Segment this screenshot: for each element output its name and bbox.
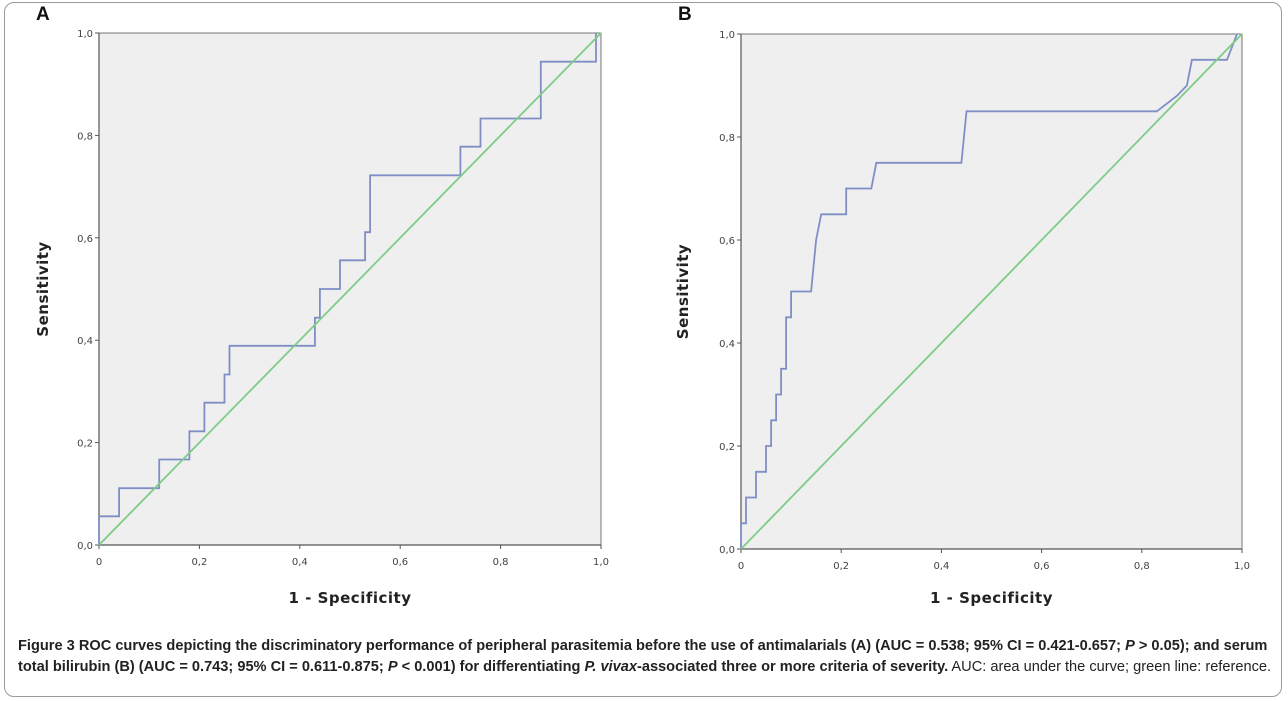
x-tick-label-a: 0,2 bbox=[191, 557, 207, 568]
y-axis-label-b: Sensitivity bbox=[674, 244, 692, 339]
x-tick-label-a: 1,0 bbox=[593, 557, 609, 568]
roc-chart-a: A 0 0,2 0,4 0,6 0,8 1,0 0,0 0,2 0,4 0,6 0,8 1,0 1 - S… bbox=[34, 4, 609, 607]
roc-curve-a bbox=[98, 33, 597, 545]
y-tick-label-a: 0,8 bbox=[77, 131, 93, 142]
x-axis-label-b: 1 - Specificity bbox=[930, 589, 1053, 607]
caption-p-b: P bbox=[387, 659, 398, 675]
y-tick-label-b: 0,6 bbox=[719, 236, 735, 247]
caption-p-a: P bbox=[1125, 638, 1135, 654]
y-tick-label-b: 0,8 bbox=[719, 133, 735, 144]
caption-text-a: ROC curves depicting the discriminatory … bbox=[78, 638, 1126, 654]
reference-line-a bbox=[98, 32, 602, 546]
x-tick-label-a: 0,8 bbox=[493, 557, 509, 568]
y-tick-label-a: 0,2 bbox=[77, 439, 93, 450]
caption-text-b: > 0.05); and serum total bilirubin (B) (… bbox=[18, 638, 1268, 675]
y-tick-label-b: 1,0 bbox=[719, 30, 735, 41]
panel-letter-a: A bbox=[36, 4, 50, 25]
caption-text-c: < 0.001) for differentiating bbox=[397, 659, 585, 675]
x-tick-label-b: 0,4 bbox=[933, 561, 949, 572]
x-tick-label-b: 1,0 bbox=[1234, 561, 1250, 572]
figure-caption: Figure 3 ROC curves depicting the discri… bbox=[18, 636, 1273, 678]
caption-note: AUC: area under the curve; green line: r… bbox=[948, 659, 1272, 675]
y-tick-label-b: 0,4 bbox=[719, 339, 735, 350]
x-tick-label-b: 0 bbox=[738, 561, 744, 572]
x-tick-label-b: 0,6 bbox=[1034, 561, 1050, 572]
roc-chart-b: B 0 0,2 0,4 0,6 0,8 1,0 0,0 0,2 0,4 0,6 0,8 1,0 1 - S… bbox=[674, 4, 1250, 607]
x-tick-label-a: 0,4 bbox=[292, 557, 308, 568]
y-tick-label-a: 1,0 bbox=[77, 29, 93, 40]
y-tick-label-a: 0,4 bbox=[77, 336, 93, 347]
x-tick-label-b: 0,2 bbox=[833, 561, 849, 572]
y-axis-label-a: Sensitivity bbox=[34, 241, 52, 336]
x-tick-label-b: 0,8 bbox=[1134, 561, 1150, 572]
y-tick-label-a: 0,0 bbox=[77, 541, 93, 552]
caption-label: Figure 3 bbox=[18, 638, 75, 654]
caption-text-d: -associated three or more criteria of se… bbox=[636, 659, 949, 675]
roc-curve-b bbox=[740, 33, 1238, 549]
panel-letter-b: B bbox=[678, 4, 692, 25]
x-tick-label-a: 0,6 bbox=[392, 557, 408, 568]
y-tick-label-a: 0,6 bbox=[77, 234, 93, 245]
y-tick-label-b: 0,0 bbox=[719, 545, 735, 556]
x-axis-label-a: 1 - Specificity bbox=[288, 589, 411, 607]
x-tick-label-a: 0 bbox=[96, 557, 102, 568]
y-tick-label-b: 0,2 bbox=[719, 442, 735, 453]
caption-species: P. vivax bbox=[584, 659, 637, 675]
reference-line-b bbox=[740, 33, 1243, 550]
